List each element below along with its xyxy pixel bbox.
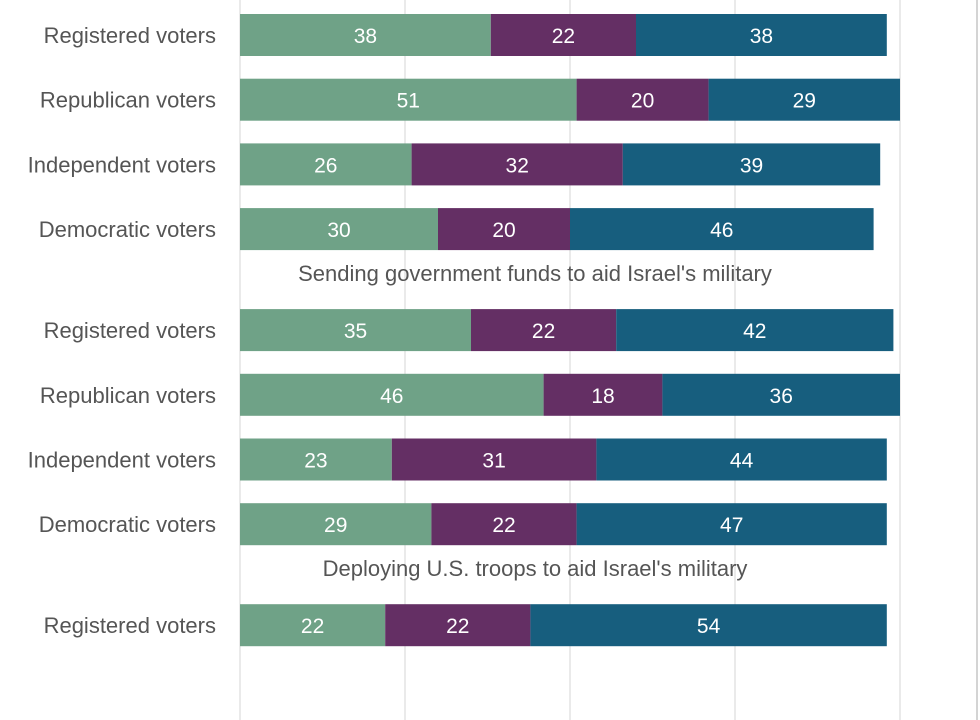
data-label: 38 — [750, 25, 773, 48]
bar-segment — [570, 208, 874, 251]
bars — [240, 14, 900, 647]
data-label: 32 — [506, 154, 529, 177]
data-label: 22 — [532, 320, 555, 343]
bar-segment — [530, 604, 887, 647]
data-label: 46 — [380, 385, 403, 408]
bar-segment — [391, 438, 597, 481]
data-label: 54 — [697, 615, 721, 638]
row-label: Registered voters — [44, 23, 216, 48]
labels: Registered voters 38 22 38 Republican voters… — [28, 23, 816, 638]
group-title: Sending government funds to aid Israel's… — [298, 261, 772, 286]
bar-segment — [240, 373, 544, 416]
row-label: Independent voters — [28, 152, 216, 177]
data-label: 22 — [301, 615, 324, 638]
bar-segment — [240, 78, 577, 121]
data-label: 26 — [314, 154, 337, 177]
row-label: Republican voters — [40, 383, 216, 408]
bar-segment — [240, 309, 471, 352]
data-label: 30 — [327, 219, 350, 242]
bar-segment — [576, 503, 887, 546]
bar-segment — [616, 309, 894, 352]
row-label: Registered voters — [44, 613, 216, 638]
bar-segment — [240, 604, 386, 647]
bar-segment — [708, 78, 900, 121]
bar-segment — [622, 143, 881, 186]
data-label: 29 — [324, 514, 347, 537]
data-label: 31 — [482, 450, 505, 473]
bar-segment — [240, 208, 438, 251]
bar-segment — [411, 143, 623, 186]
bar-segment — [543, 373, 663, 416]
data-label: 35 — [344, 320, 367, 343]
data-label: 42 — [743, 320, 766, 343]
data-label: 18 — [591, 385, 614, 408]
bar-segment — [240, 503, 432, 546]
data-label: 22 — [552, 25, 575, 48]
bar-segment — [240, 14, 491, 56]
data-label: 38 — [354, 25, 377, 48]
bar-segment — [662, 373, 900, 416]
data-label: 20 — [631, 90, 654, 113]
data-label: 22 — [492, 514, 515, 537]
data-label: 23 — [304, 450, 327, 473]
bar-segment — [240, 438, 392, 481]
data-label: 46 — [710, 219, 733, 242]
row-label: Democratic voters — [39, 217, 216, 242]
bar-segment — [431, 503, 577, 546]
data-label: 39 — [740, 154, 763, 177]
data-label: 22 — [446, 615, 469, 638]
bar-segment — [471, 309, 617, 352]
data-label: 47 — [720, 514, 743, 537]
row-label: Registered voters — [44, 318, 216, 343]
row-label: Republican voters — [40, 88, 216, 113]
group-title: Deploying U.S. troops to aid Israel's mi… — [323, 556, 748, 581]
data-label: 36 — [770, 385, 793, 408]
data-label: 44 — [730, 450, 754, 473]
bar-segment — [240, 143, 412, 186]
data-label: 29 — [793, 90, 816, 113]
bar-segment — [438, 208, 570, 251]
row-label: Democratic voters — [39, 512, 216, 537]
bar-segment — [596, 438, 887, 481]
bar-segment — [490, 14, 636, 56]
bar-segment — [636, 14, 887, 56]
bar-segment — [576, 78, 709, 121]
data-label: 51 — [397, 90, 420, 113]
row-label: Independent voters — [28, 448, 216, 473]
bar-segment — [385, 604, 531, 647]
data-label: 20 — [492, 219, 515, 242]
